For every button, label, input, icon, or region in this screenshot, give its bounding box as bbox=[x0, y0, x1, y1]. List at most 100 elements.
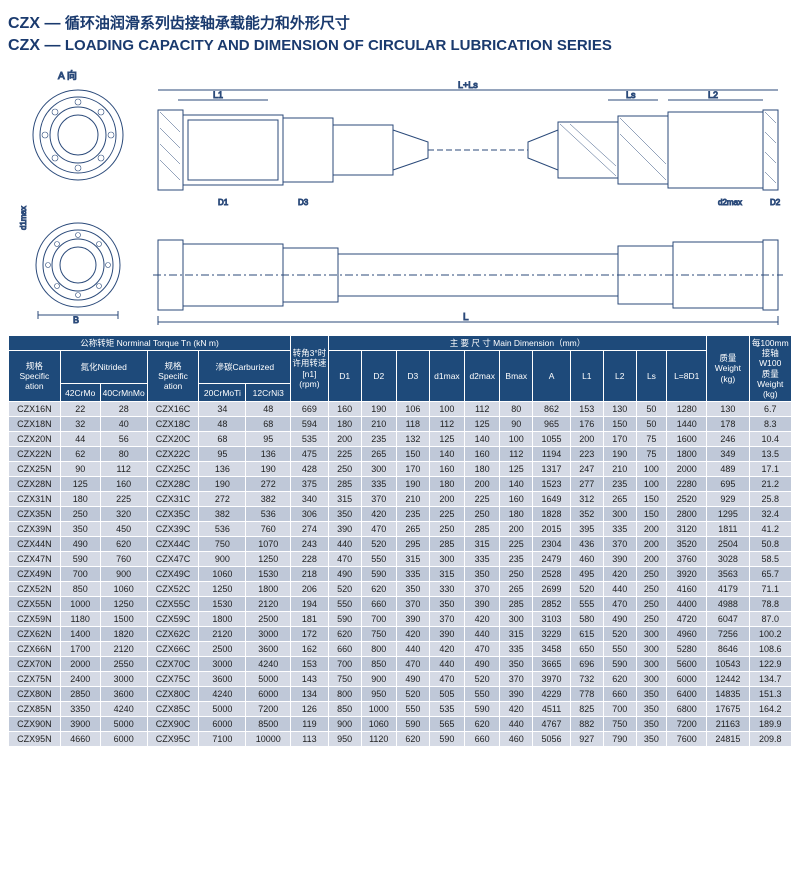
table-cell: 2500 bbox=[199, 642, 246, 657]
table-cell: 295 bbox=[396, 537, 429, 552]
table-cell: 440 bbox=[396, 642, 429, 657]
table-cell: 350 bbox=[429, 597, 464, 612]
table-cell: 390 bbox=[328, 522, 361, 537]
table-cell: 1828 bbox=[533, 507, 571, 522]
table-cell: 1820 bbox=[100, 627, 147, 642]
table-cell: 21.2 bbox=[749, 477, 791, 492]
table-header: 公称转矩 Norminal Torque Tn (kN m) 转角3°时许用转速… bbox=[9, 336, 792, 402]
table-cell: 420 bbox=[396, 627, 429, 642]
table-cell: 95 bbox=[246, 432, 291, 447]
table-cell: 470 bbox=[361, 522, 396, 537]
table-cell: CZX59N bbox=[9, 612, 61, 627]
table-cell: 6000 bbox=[667, 672, 707, 687]
table-cell: 235 bbox=[500, 552, 533, 567]
table-cell: 265 bbox=[500, 582, 533, 597]
label-a-view: A 向 bbox=[58, 69, 77, 82]
table-cell: 1800 bbox=[667, 447, 707, 462]
table-cell: 390 bbox=[429, 627, 464, 642]
table-cell: 235 bbox=[361, 432, 396, 447]
table-row: CZX44N490620CZX44C7501070243440520295285… bbox=[9, 537, 792, 552]
table-cell: CZX90C bbox=[147, 717, 199, 732]
table-row: CZX39N350450CZX39C5367602743904702652502… bbox=[9, 522, 792, 537]
table-cell: 335 bbox=[361, 477, 396, 492]
table-cell: 90 bbox=[500, 417, 533, 432]
table-cell: 390 bbox=[465, 597, 500, 612]
table-cell: 28 bbox=[100, 402, 147, 417]
table-cell: 4240 bbox=[246, 657, 291, 672]
table-cell: CZX35N bbox=[9, 507, 61, 522]
table-cell: 950 bbox=[328, 732, 361, 747]
table-cell: 3120 bbox=[667, 522, 707, 537]
table-cell: 1055 bbox=[533, 432, 571, 447]
table-cell: 660 bbox=[361, 597, 396, 612]
table-cell: CZX39N bbox=[9, 522, 61, 537]
table-cell: CZX70N bbox=[9, 657, 61, 672]
table-cell: 180 bbox=[429, 477, 464, 492]
table-cell: CZX22C bbox=[147, 447, 199, 462]
table-cell: 160 bbox=[100, 477, 147, 492]
table-cell: 210 bbox=[361, 417, 396, 432]
table-cell: 125 bbox=[60, 477, 100, 492]
table-cell: 68 bbox=[246, 417, 291, 432]
hdr-bmax: Bmax bbox=[500, 351, 533, 402]
table-cell: 200 bbox=[636, 552, 667, 567]
hdr-ls: Ls bbox=[636, 351, 667, 402]
table-row: CZX28N125160CZX28C1902723752853351901802… bbox=[9, 477, 792, 492]
table-cell: 306 bbox=[291, 507, 329, 522]
table-cell: CZX49C bbox=[147, 567, 199, 582]
table-cell: 520 bbox=[328, 582, 361, 597]
table-cell: 274 bbox=[291, 522, 329, 537]
table-cell: 450 bbox=[100, 522, 147, 537]
table-cell: 136 bbox=[199, 462, 246, 477]
table-cell: 228 bbox=[291, 552, 329, 567]
label-l2: L2 bbox=[708, 90, 718, 100]
title-prefix-en: CZX — bbox=[8, 37, 65, 54]
table-cell: 3970 bbox=[533, 672, 571, 687]
table-cell: 350 bbox=[636, 732, 667, 747]
table-cell: 315 bbox=[500, 627, 533, 642]
table-cell: 243 bbox=[291, 537, 329, 552]
table-cell: 3900 bbox=[60, 717, 100, 732]
table-cell: 520 bbox=[465, 672, 500, 687]
table-cell: 660 bbox=[603, 687, 636, 702]
table-row: CZX59N11801500CZX59C18002500181590700390… bbox=[9, 612, 792, 627]
label-d3: D3 bbox=[298, 198, 309, 207]
table-cell: 536 bbox=[199, 522, 246, 537]
hdr-rpm: 转角3°时许用转速[n1](rpm) bbox=[291, 336, 329, 402]
table-cell: 5600 bbox=[667, 657, 707, 672]
table-cell: 225 bbox=[328, 447, 361, 462]
table-cell: 2520 bbox=[667, 492, 707, 507]
table-cell: 750 bbox=[361, 627, 396, 642]
table-cell: 505 bbox=[429, 687, 464, 702]
table-cell: 3600 bbox=[246, 642, 291, 657]
table-cell: 590 bbox=[465, 702, 500, 717]
table-cell: 490 bbox=[328, 567, 361, 582]
table-cell: 250 bbox=[636, 612, 667, 627]
table-cell: 370 bbox=[500, 672, 533, 687]
table-cell: 2852 bbox=[533, 597, 571, 612]
table-cell: 32.4 bbox=[749, 507, 791, 522]
table-cell: 1500 bbox=[100, 612, 147, 627]
table-cell: 68 bbox=[199, 432, 246, 447]
table-cell: 160 bbox=[500, 492, 533, 507]
table-cell: 440 bbox=[500, 717, 533, 732]
table-cell: 620 bbox=[465, 717, 500, 732]
table-cell: CZX16N bbox=[9, 402, 61, 417]
table-cell: 3000 bbox=[100, 672, 147, 687]
table-cell: 4240 bbox=[100, 702, 147, 717]
table-cell: 470 bbox=[396, 657, 429, 672]
table-cell: 495 bbox=[570, 567, 603, 582]
table-cell: 375 bbox=[291, 477, 329, 492]
table-cell: 590 bbox=[429, 732, 464, 747]
table-cell: 62 bbox=[60, 447, 100, 462]
table-cell: 250 bbox=[636, 582, 667, 597]
table-cell: 490 bbox=[60, 537, 100, 552]
table-cell: 695 bbox=[707, 477, 749, 492]
label-b: B bbox=[73, 315, 79, 325]
table-cell: 790 bbox=[603, 732, 636, 747]
table-cell: 1530 bbox=[246, 567, 291, 582]
table-cell: 550 bbox=[465, 687, 500, 702]
table-cell: 7600 bbox=[667, 732, 707, 747]
table-cell: 180 bbox=[500, 507, 533, 522]
table-cell: 7200 bbox=[667, 717, 707, 732]
